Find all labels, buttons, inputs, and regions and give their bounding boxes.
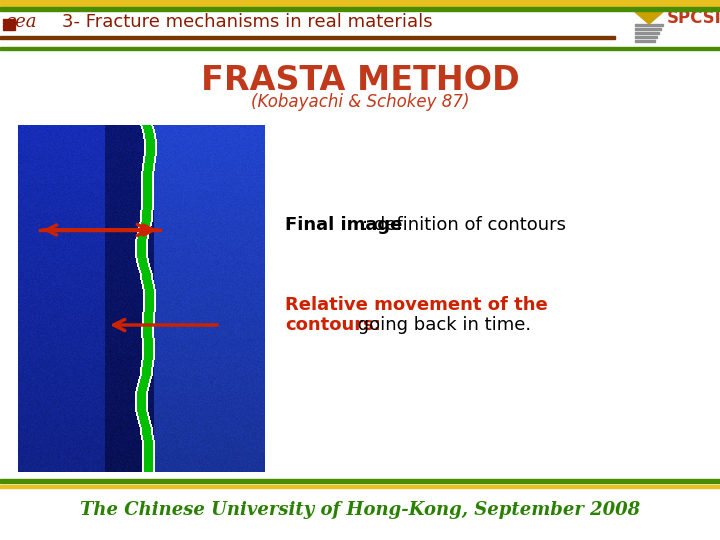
Bar (635, 36, 657, 38)
Text: going back in time.: going back in time. (352, 316, 531, 334)
Bar (635, 31, 659, 34)
Bar (3, 22, 15, 24)
Bar (635, 24, 663, 26)
Polygon shape (635, 12, 663, 24)
Bar (635, 28, 661, 30)
Text: (Kobayachi & Schokey 87): (Kobayachi & Schokey 87) (251, 93, 469, 111)
Text: : definition of contours: : definition of contours (362, 216, 566, 234)
Text: Final image: Final image (285, 216, 402, 234)
Text: FRASTA METHOD: FRASTA METHOD (201, 64, 519, 97)
Text: The Chinese University of Hong-Kong, September 2008: The Chinese University of Hong-Kong, Sep… (80, 501, 640, 519)
Text: contours:: contours: (285, 316, 381, 334)
Bar (0, 479, 720, 483)
Bar (0, 485, 720, 488)
Bar (0, 0, 720, 6)
Text: Relative movement of the: Relative movement of the (285, 296, 548, 314)
Bar (0, 36, 615, 39)
Bar (3, 25, 15, 27)
Bar (635, 39, 655, 42)
Bar (0, 7, 720, 11)
Bar (3, 28, 15, 30)
Bar (0, 47, 720, 50)
Text: cea: cea (5, 13, 37, 31)
Text: 3- Fracture mechanisms in real materials: 3- Fracture mechanisms in real materials (62, 13, 433, 31)
Bar (3, 19, 15, 21)
Text: SPCSI: SPCSI (667, 9, 720, 27)
